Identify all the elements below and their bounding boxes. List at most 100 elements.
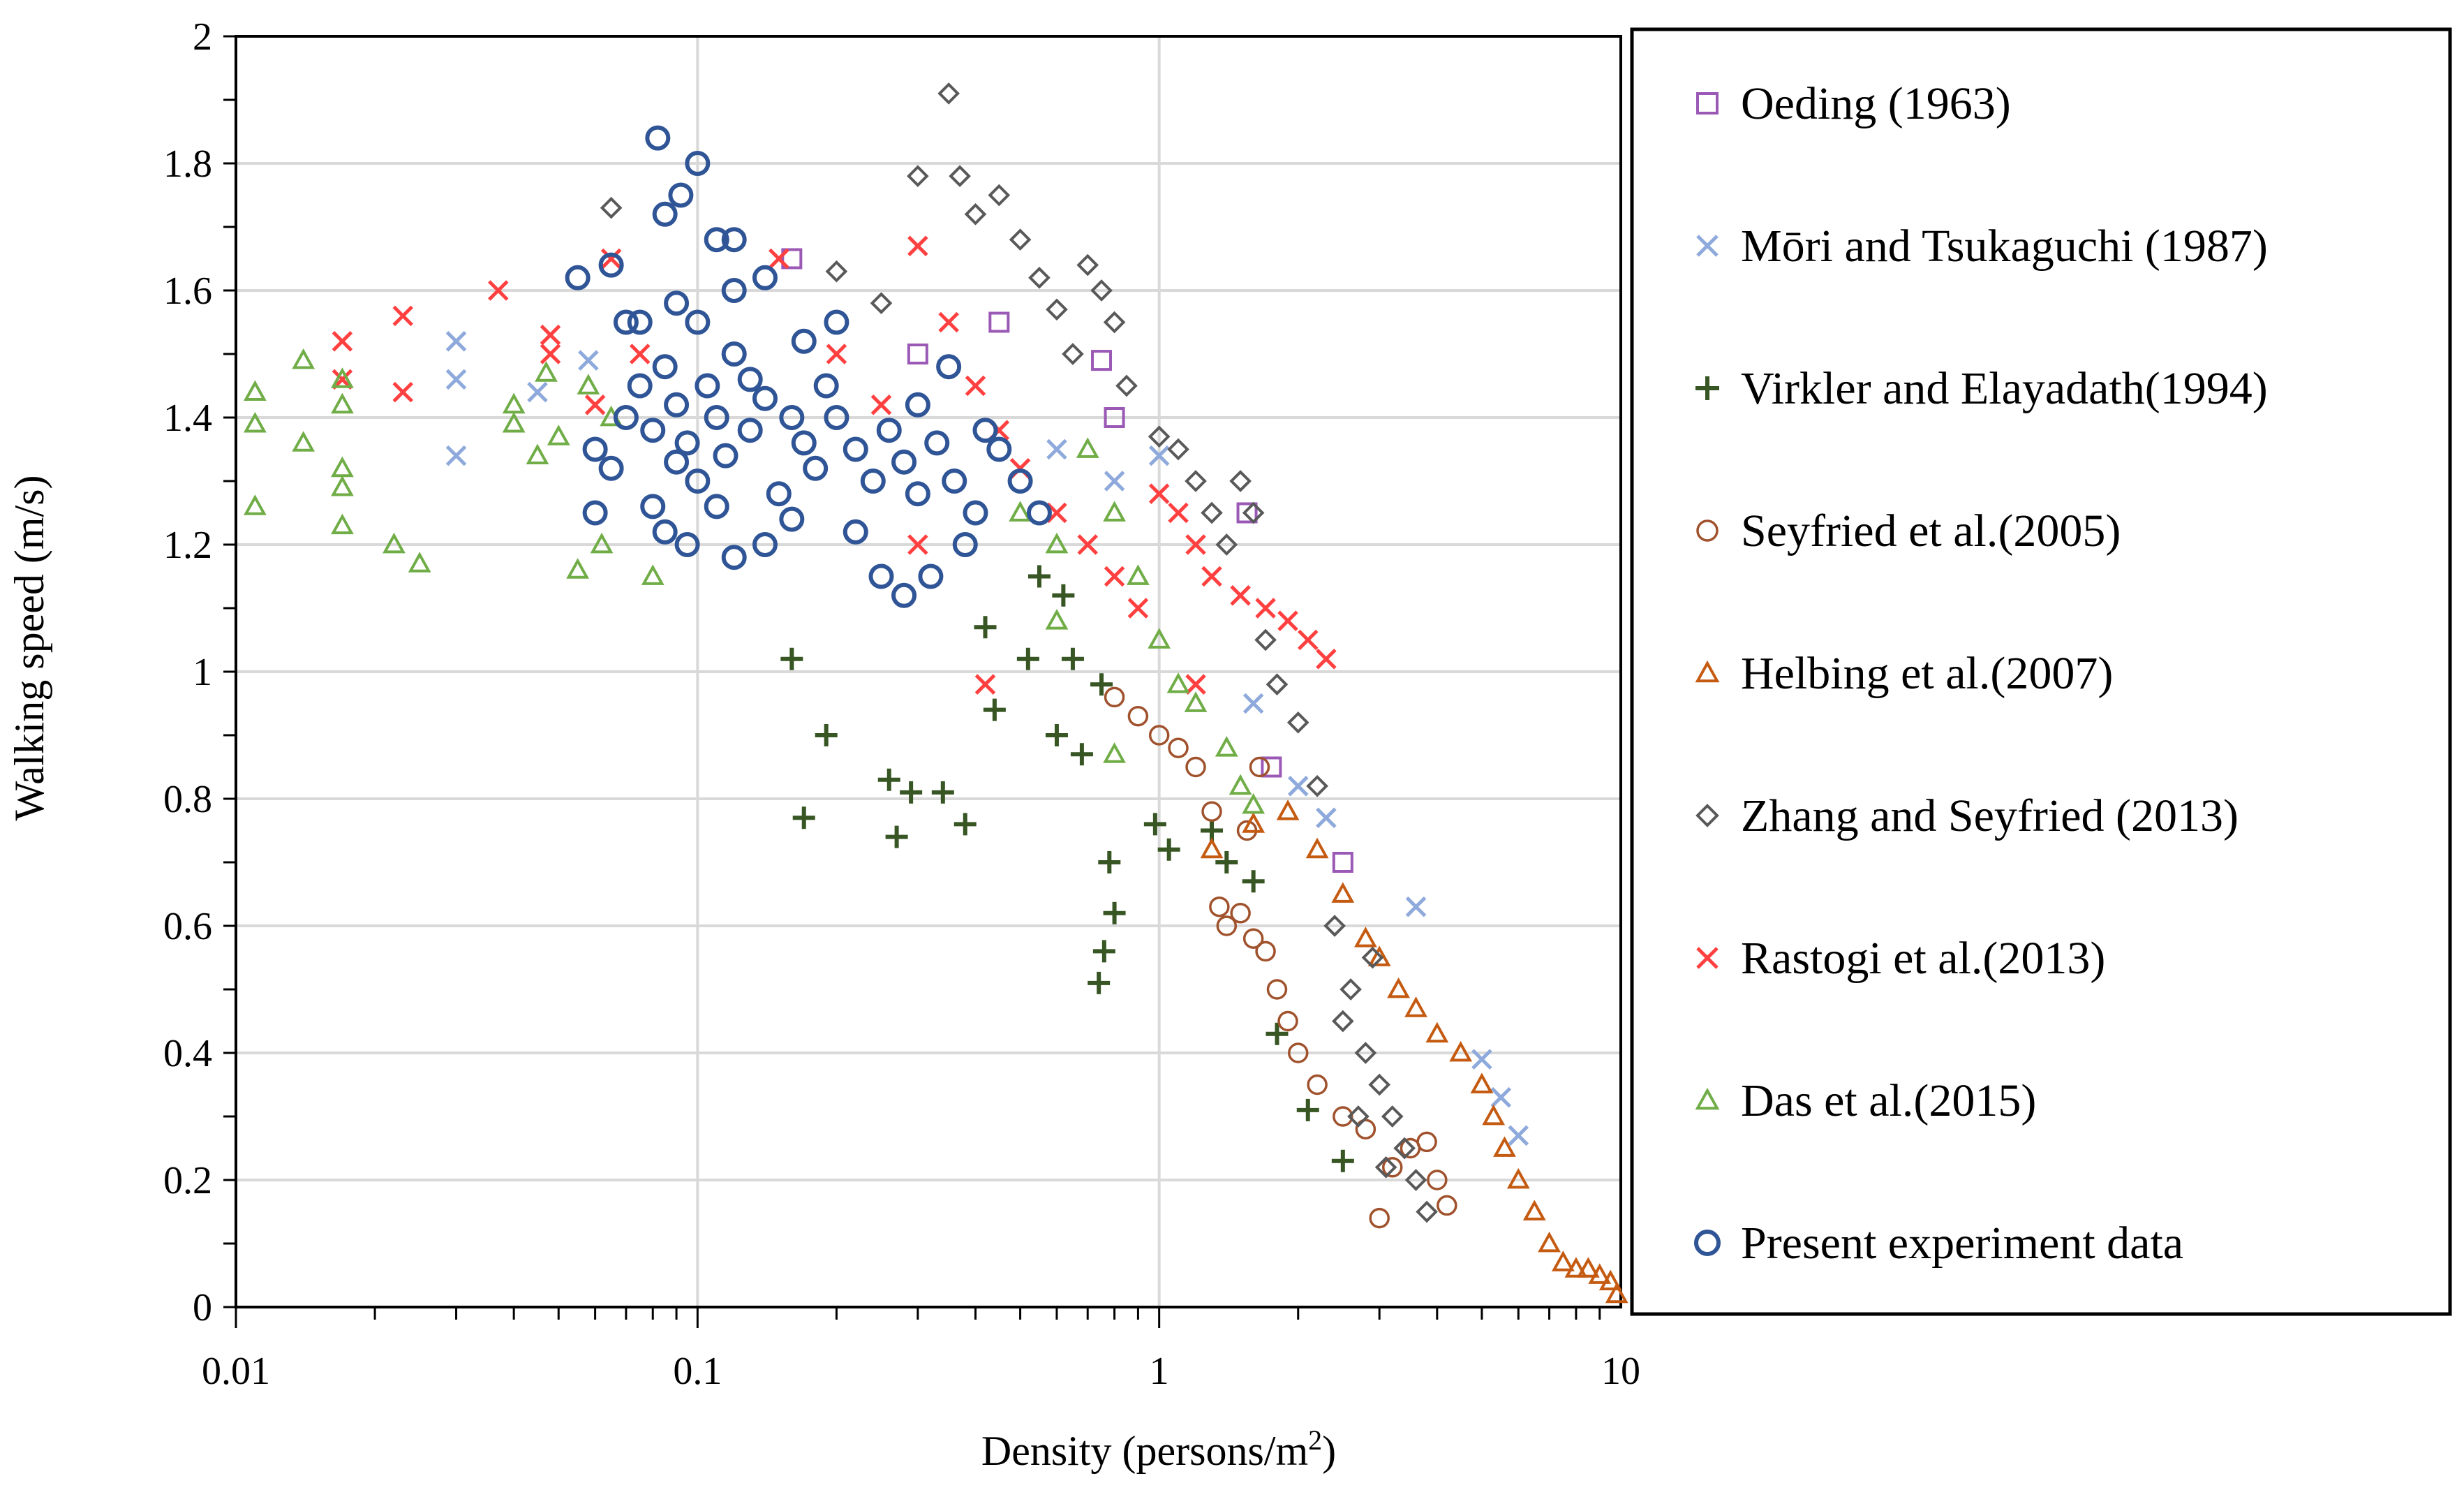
data-point: [891, 449, 917, 475]
data-point: [331, 475, 354, 496]
legend-label: Present experiment data: [1741, 1218, 2183, 1269]
data-point: [937, 82, 960, 105]
legend-marker: [1695, 804, 1719, 827]
data-point: [938, 311, 959, 333]
data-point: [1185, 534, 1206, 555]
data-point: [1588, 1263, 1612, 1284]
data-point: [813, 373, 839, 399]
data-point: [942, 469, 967, 494]
data-point: [527, 381, 548, 403]
data-point: [1493, 1136, 1516, 1157]
data-point: [664, 392, 690, 418]
data-point: [1482, 1104, 1506, 1126]
data-point: [582, 436, 608, 462]
data-point: [1576, 1257, 1600, 1278]
data-point: [870, 292, 893, 315]
data-point: [1148, 445, 1170, 466]
data-point: [1236, 502, 1258, 524]
data-point: [791, 328, 817, 354]
axes: 0 0.2 0.4 0.6 0.8 1 1.2 1.4 1.6 1.8 2 0.01 0.1 1 10: [163, 15, 1640, 1393]
data-point: [292, 431, 316, 452]
data-point: [1046, 438, 1067, 460]
data-point: [974, 674, 996, 695]
data-point: [1416, 1131, 1437, 1153]
data-point: [1249, 756, 1270, 778]
data-point: [885, 825, 908, 848]
legend-label: Das et al.(2015): [1741, 1075, 2036, 1126]
legend-entry: Das et al.(2015): [1695, 1075, 2036, 1126]
data-point: [964, 202, 987, 226]
data-point: [1168, 502, 1189, 524]
data-point: [1506, 1167, 1530, 1189]
data-point: [963, 500, 988, 526]
legend-entry: Rastogi et al.(2013): [1696, 933, 2105, 984]
data-point: [685, 469, 711, 494]
x-tick-label: 0.01: [202, 1350, 270, 1393]
data-point: [629, 344, 651, 364]
data-point: [1425, 1021, 1449, 1043]
data-point: [876, 418, 902, 443]
data-point: [1367, 945, 1391, 966]
data-point: [988, 184, 1011, 207]
data-point: [1090, 279, 1113, 302]
data-point: [1007, 469, 1033, 494]
data-point: [526, 443, 549, 464]
data-point: [1254, 628, 1277, 651]
data-point: [331, 456, 354, 478]
data-point: [1046, 502, 1067, 524]
data-point: [1266, 979, 1288, 1000]
data-point: [1331, 1149, 1354, 1172]
legend-entry: Helbing et al.(2007): [1695, 648, 2113, 699]
data-point: [566, 558, 590, 579]
data-point: [1185, 470, 1207, 492]
data-point: [737, 418, 763, 443]
data-point: [1242, 928, 1264, 949]
legend-marker: [1696, 519, 1719, 542]
y-axis-title: Walking speed (m/s): [6, 475, 52, 820]
data-point: [905, 481, 930, 507]
data-point: [949, 165, 971, 188]
data-point: [870, 394, 892, 415]
data-point: [721, 278, 747, 303]
data-point: [907, 165, 929, 188]
data-point: [1061, 647, 1084, 670]
data-point: [1103, 501, 1126, 522]
data-point: [779, 506, 805, 532]
y-tick-label: 1.4: [163, 397, 212, 440]
series-1: [781, 248, 1353, 873]
data-point: [737, 367, 763, 392]
y-tick-label: 0.6: [163, 905, 212, 948]
data-point: [1605, 1282, 1628, 1304]
data-point: [243, 411, 267, 433]
data-point: [918, 563, 944, 589]
data-point: [713, 443, 739, 469]
series-8: [243, 348, 1266, 814]
data-point: [1076, 437, 1099, 458]
data-point: [721, 545, 747, 570]
series-9: [565, 125, 1052, 608]
legend-marker: [1694, 1230, 1721, 1256]
data-point: [1209, 896, 1230, 917]
data-point: [752, 265, 778, 290]
data-point: [1104, 407, 1125, 428]
data-point: [1404, 996, 1427, 1017]
data-point: [1201, 566, 1222, 587]
legend-marker: [1695, 660, 1720, 683]
data-point: [1092, 940, 1115, 963]
data-point: [695, 373, 720, 399]
legend-label: Helbing et al.(2007): [1741, 648, 2113, 699]
series-5: [1200, 799, 1628, 1304]
data-point: [627, 373, 653, 399]
data-point: [627, 309, 653, 335]
data-point: [1339, 978, 1362, 1001]
legend-entry: Oeding (1963): [1696, 78, 2011, 129]
legend-entry: Mōri and Tsukaguchi (1987): [1696, 221, 2268, 272]
data-point: [652, 201, 678, 227]
data-point: [1538, 1231, 1561, 1253]
y-tick-label: 1: [193, 651, 212, 694]
data-point: [613, 309, 639, 335]
x-axis-title: Density (persons/m2): [981, 1424, 1336, 1474]
data-point: [1185, 674, 1206, 695]
data-point: [1104, 471, 1125, 492]
data-point: [1490, 1086, 1512, 1108]
